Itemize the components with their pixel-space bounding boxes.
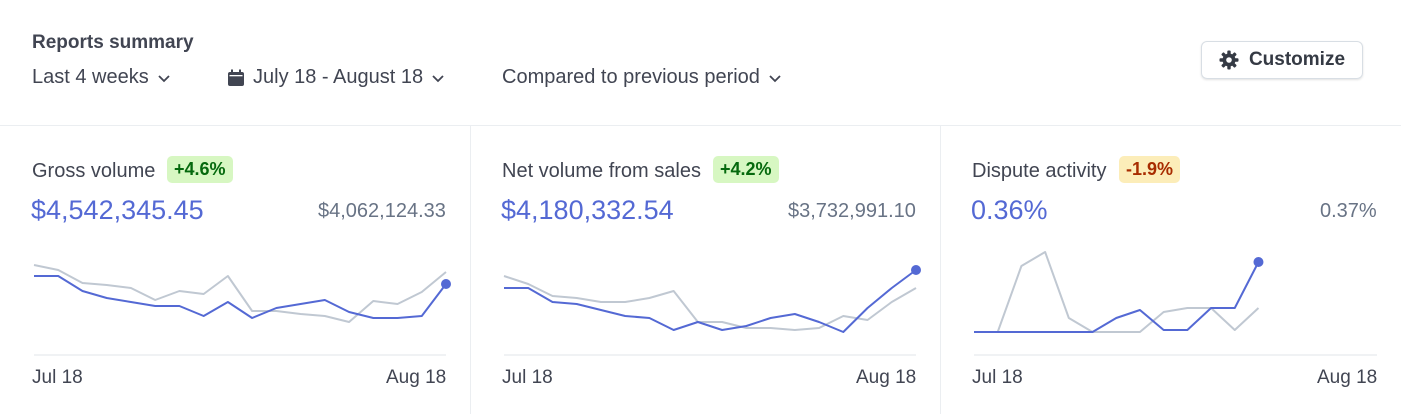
divider [0,125,1401,126]
divider [940,126,941,414]
start-label: Jul 18 [32,367,83,388]
chevron [769,74,781,82]
previous-value: 0.37% [1320,200,1377,222]
start-label: Jul 18 [972,367,1023,388]
calendar-icon [228,69,244,86]
chevron [432,74,444,82]
sparkline [974,261,1260,333]
card-title: Dispute activity [972,160,1107,182]
filter-text: Compared to previous period [502,66,760,88]
chevron [158,74,170,82]
change-badge: -1.9% [1119,156,1181,183]
change-badge: +4.2% [713,156,779,183]
range-filter[interactable]: Last 4 weeks [32,66,171,89]
divider [470,126,471,414]
end-label: Aug 18 [856,367,917,388]
previous-value: $4,062,124.33 [318,200,446,222]
card-title: Net volume from sales [502,160,701,182]
compare-filter[interactable]: Compared to previous period [502,66,782,89]
change-badge: +4.6% [167,156,233,183]
filter-text: July 18 - August 18 [253,66,424,88]
start-label: Jul 18 [502,367,553,388]
previous-value: $3,732,991.10 [788,200,916,222]
button-text: Customize [1248,49,1346,70]
sparkline [974,251,1260,333]
filter-text: Last 4 weeks [32,66,149,88]
card-title: Gross volume [32,160,156,182]
sparkline [34,275,447,319]
current-value: $4,180,332.54 [501,195,674,225]
end-dot [1253,257,1264,267]
sparkline [504,269,917,333]
end-label: Aug 18 [386,367,447,388]
current-value: 0.36% [971,195,1048,225]
report-title: Reports summary [32,32,194,53]
sparkline [503,275,917,331]
sparkline [33,264,447,323]
customize-button[interactable]: Customize [1201,41,1363,79]
gear-icon [1219,50,1239,70]
end-dot [441,279,451,289]
end-label: Aug 18 [1317,367,1378,388]
current-value: $4,542,345.45 [31,195,204,225]
date-filter[interactable]: July 18 - August 18 [227,66,445,89]
end-dot [911,265,921,275]
